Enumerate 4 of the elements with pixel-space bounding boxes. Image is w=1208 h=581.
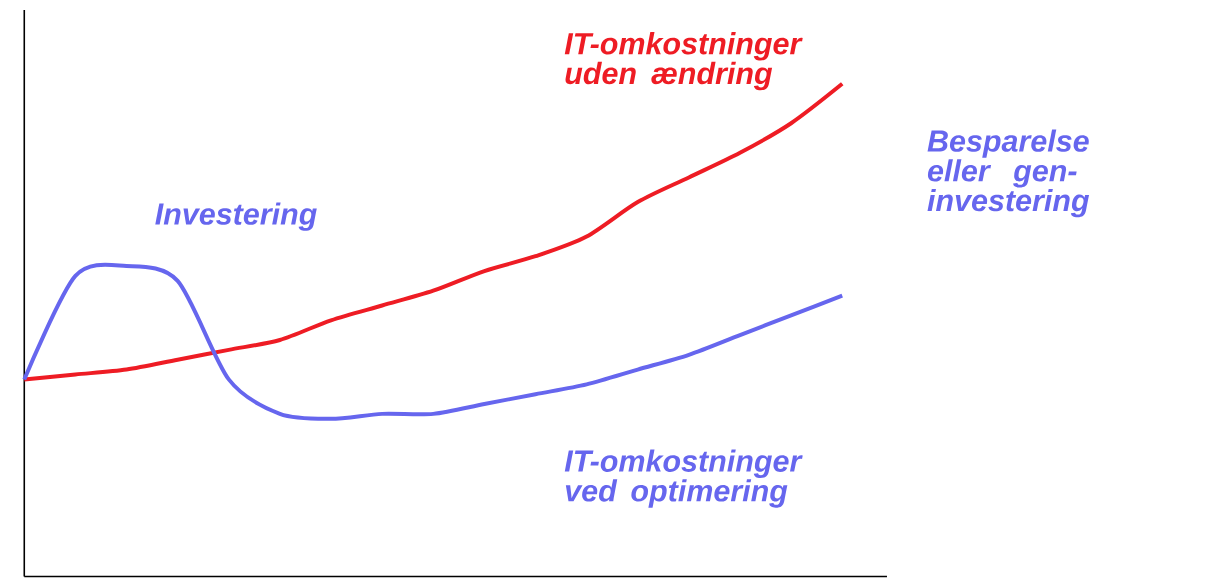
series-label: IT-omkostninger ved optimering [564, 449, 803, 508]
annotation: Investering [155, 202, 317, 231]
series-label: IT-omkostninger uden ændring [564, 31, 803, 90]
text: Besparelse eller gen-investering [927, 129, 1090, 218]
